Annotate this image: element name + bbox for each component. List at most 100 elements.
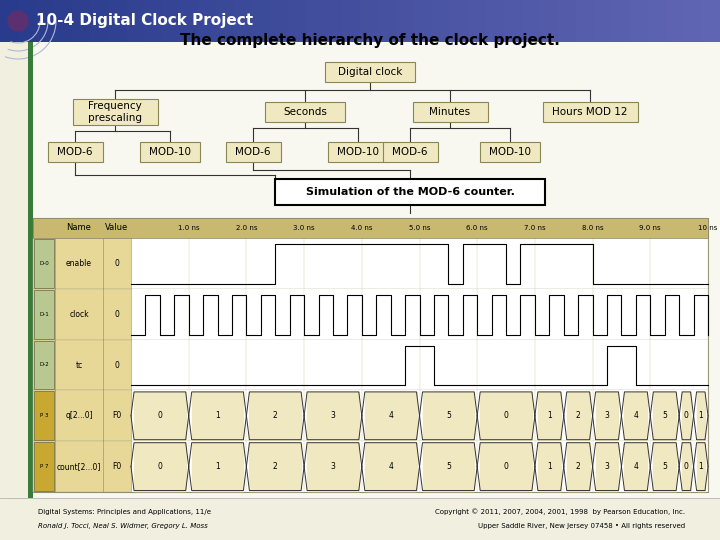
Text: 5.0 ns: 5.0 ns [409, 225, 431, 231]
Bar [252, 0, 271, 42]
Bar [594, 0, 613, 42]
Bar [342, 0, 361, 42]
Text: 3: 3 [330, 411, 336, 420]
Bar [325, 62, 415, 82]
Bar [34, 290, 54, 339]
Bar [34, 239, 54, 288]
Text: 0: 0 [684, 462, 689, 471]
Text: 0: 0 [158, 462, 162, 471]
Bar [131, 441, 708, 492]
Bar [450, 0, 469, 42]
Text: 4: 4 [388, 462, 393, 471]
Circle shape [8, 11, 28, 31]
Bar [33, 218, 708, 238]
Bar [265, 102, 345, 122]
Bar [140, 142, 200, 162]
Bar [162, 0, 181, 42]
Polygon shape [538, 392, 561, 440]
Bar [34, 341, 54, 389]
Bar [126, 0, 145, 42]
Bar [480, 142, 540, 162]
Bar [198, 0, 217, 42]
Bar [396, 0, 415, 42]
Bar [33, 340, 708, 390]
Text: 1: 1 [547, 411, 552, 420]
Bar [54, 0, 73, 42]
Bar [33, 289, 708, 340]
Text: 5: 5 [446, 411, 451, 420]
Text: 3: 3 [605, 462, 609, 471]
Polygon shape [595, 392, 618, 440]
Bar [432, 0, 451, 42]
Bar [413, 102, 487, 122]
Text: 0: 0 [114, 310, 120, 319]
Polygon shape [538, 443, 561, 490]
Bar [666, 0, 685, 42]
Text: 2.0 ns: 2.0 ns [235, 225, 257, 231]
Bar [90, 0, 109, 42]
Text: 3: 3 [330, 462, 336, 471]
Text: 9.0 ns: 9.0 ns [639, 225, 661, 231]
Polygon shape [307, 392, 359, 440]
Text: MOD-6: MOD-6 [58, 147, 93, 157]
Bar [73, 99, 158, 125]
Polygon shape [682, 392, 690, 440]
Bar [558, 0, 577, 42]
Text: MOD-6: MOD-6 [235, 147, 271, 157]
Polygon shape [682, 443, 690, 490]
Bar [504, 0, 523, 42]
Text: P 7: P 7 [40, 464, 48, 469]
Text: D-0: D-0 [39, 261, 49, 266]
Text: 1: 1 [698, 411, 703, 420]
Bar [275, 179, 545, 205]
Text: D-1: D-1 [39, 312, 49, 316]
Text: 10-4 Digital Clock Project: 10-4 Digital Clock Project [36, 14, 253, 29]
Bar [131, 289, 708, 340]
Text: 7.0 ns: 7.0 ns [524, 225, 546, 231]
Bar [468, 0, 487, 42]
Text: Digital clock: Digital clock [338, 67, 402, 77]
Text: 2: 2 [576, 462, 580, 471]
Text: D-2: D-2 [39, 362, 49, 368]
Text: 0: 0 [503, 411, 508, 420]
Text: 1: 1 [698, 462, 703, 471]
Polygon shape [365, 392, 416, 440]
Bar [18, 0, 37, 42]
Bar [180, 0, 199, 42]
Text: Copyright © 2011, 2007, 2004, 2001, 1998  by Pearson Education, Inc.: Copyright © 2011, 2007, 2004, 2001, 1998… [435, 509, 685, 515]
Text: 0: 0 [684, 411, 689, 420]
Text: F0: F0 [112, 462, 122, 471]
Text: 4: 4 [634, 411, 639, 420]
Bar [33, 42, 720, 498]
Bar [288, 0, 307, 42]
Bar [0, 0, 19, 42]
Text: 5: 5 [662, 411, 667, 420]
Text: 1: 1 [547, 462, 552, 471]
Bar [33, 390, 708, 441]
Polygon shape [595, 443, 618, 490]
Text: P 3: P 3 [40, 413, 48, 418]
Bar [360, 0, 379, 42]
Text: 8.0 ns: 8.0 ns [582, 225, 603, 231]
Bar [522, 0, 541, 42]
Text: MOD-6: MOD-6 [392, 147, 428, 157]
Polygon shape [423, 443, 474, 490]
Polygon shape [423, 392, 474, 440]
Bar [216, 0, 235, 42]
Bar [34, 442, 54, 491]
Bar [542, 102, 637, 122]
Bar [382, 142, 438, 162]
Bar [131, 390, 708, 441]
Bar [486, 0, 505, 42]
Text: 1: 1 [215, 411, 220, 420]
Bar [131, 238, 708, 289]
Text: 6.0 ns: 6.0 ns [467, 225, 488, 231]
Text: 1: 1 [215, 462, 220, 471]
Bar [684, 0, 703, 42]
Text: 2: 2 [273, 462, 278, 471]
Text: Digital Systems: Principles and Applications, 11/e: Digital Systems: Principles and Applicat… [38, 509, 211, 515]
Bar [540, 0, 559, 42]
Text: Hours MOD 12: Hours MOD 12 [552, 107, 628, 117]
Bar [306, 0, 325, 42]
Bar [324, 0, 343, 42]
